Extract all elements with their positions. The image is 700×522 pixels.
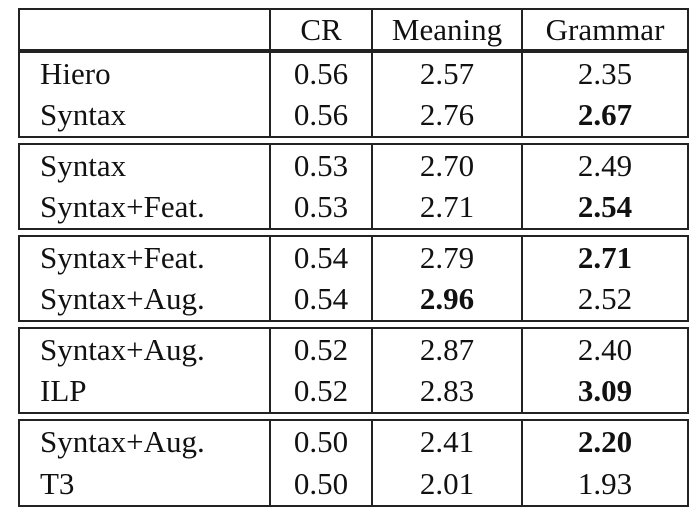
meaning-cell: 2.71 — [372, 186, 523, 228]
grammar-cell-best: 2.67 — [577, 97, 633, 133]
method-cell: Syntax+Feat. — [20, 186, 271, 228]
cr-cell: 0.54 — [270, 278, 373, 320]
method-cell: ILP — [20, 370, 271, 412]
method-cell: Hiero — [20, 53, 271, 95]
header-row: CR Meaning Grammar — [20, 10, 687, 50]
group-table: Syntax+Feat. 0.54 2.79 2.71 Syntax+Aug. … — [20, 237, 687, 320]
meaning-cell: 2.79 — [372, 237, 523, 279]
table-row: Syntax+Aug. 0.52 2.87 2.40 — [20, 329, 687, 371]
grammar-cell: 2.40 — [577, 331, 633, 367]
cr-cell: 0.52 — [270, 370, 373, 412]
cr-cell: 0.56 — [270, 53, 373, 95]
method-cell: Syntax+Aug. — [20, 329, 271, 371]
method-cell: Syntax — [20, 145, 271, 187]
header-grammar: Grammar — [545, 12, 665, 47]
cr-cell: 0.53 — [270, 145, 373, 187]
header-method — [20, 10, 271, 50]
method-cell: Syntax+Feat. — [20, 237, 271, 279]
comparison-group-5: Syntax+Aug. 0.50 2.41 2.20 T3 0.50 2.01 … — [18, 419, 689, 507]
group-table: Syntax 0.53 2.70 2.49 Syntax+Feat. 0.53 … — [20, 145, 687, 228]
meaning-cell: 2.70 — [372, 145, 523, 187]
header-cr: CR — [270, 10, 373, 50]
grammar-cell: 1.93 — [577, 466, 633, 501]
table-header-box: CR Meaning Grammar — [18, 8, 689, 51]
grammar-cell: 2.52 — [577, 281, 633, 317]
meaning-cell: 2.01 — [372, 463, 523, 505]
grammar-cell-best: 3.09 — [577, 373, 633, 409]
meaning-cell: 2.76 — [372, 94, 523, 136]
table-row: Syntax+Feat. 0.54 2.79 2.71 — [20, 237, 687, 279]
cr-cell: 0.50 — [270, 463, 373, 505]
method-cell: Syntax+Aug. — [20, 278, 271, 320]
comparison-group-3: Syntax+Feat. 0.54 2.79 2.71 Syntax+Aug. … — [18, 235, 689, 322]
method-cell: Syntax — [20, 94, 271, 136]
group-table: Syntax+Aug. 0.52 2.87 2.40 ILP 0.52 2.83… — [20, 329, 687, 412]
method-cell: Syntax+Aug. — [20, 421, 271, 463]
group-table: Syntax+Aug. 0.50 2.41 2.20 T3 0.50 2.01 … — [20, 421, 687, 505]
cr-cell: 0.53 — [270, 186, 373, 228]
grammar-cell: 2.35 — [577, 55, 633, 91]
cr-cell: 0.50 — [270, 421, 373, 463]
table-row: ILP 0.52 2.83 3.09 — [20, 370, 687, 412]
cr-cell: 0.52 — [270, 329, 373, 371]
grammar-cell-best: 2.20 — [577, 424, 633, 459]
header-meaning: Meaning — [372, 10, 523, 50]
grammar-cell-best: 2.54 — [577, 189, 633, 225]
grammar-cell: 2.49 — [577, 147, 633, 183]
group-table: Hiero 0.56 2.57 2.35 Syntax 0.56 2.76 2.… — [20, 53, 687, 136]
table-header: CR Meaning Grammar — [20, 10, 687, 50]
table-row: Syntax+Aug. 0.50 2.41 2.20 — [20, 421, 687, 463]
meaning-cell-best: 2.96 — [372, 278, 523, 320]
grammar-cell-best: 2.71 — [577, 239, 633, 275]
table-row: Syntax+Feat. 0.53 2.71 2.54 — [20, 186, 687, 228]
table-row: Syntax+Aug. 0.54 2.96 2.52 — [20, 278, 687, 320]
table-row: Hiero 0.56 2.57 2.35 — [20, 53, 687, 95]
meaning-cell: 2.83 — [372, 370, 523, 412]
table-row: T3 0.50 2.01 1.93 — [20, 463, 687, 505]
cr-cell: 0.54 — [270, 237, 373, 279]
meaning-cell: 2.41 — [372, 421, 523, 463]
method-cell: T3 — [20, 463, 271, 505]
table-row: Syntax 0.53 2.70 2.49 — [20, 145, 687, 187]
meaning-cell: 2.87 — [372, 329, 523, 371]
table-row: Syntax 0.56 2.76 2.67 — [20, 94, 687, 136]
comparison-group-1: Hiero 0.56 2.57 2.35 Syntax 0.56 2.76 2.… — [18, 51, 689, 138]
cr-cell: 0.56 — [270, 94, 373, 136]
meaning-cell: 2.57 — [372, 53, 523, 95]
comparison-group-2: Syntax 0.53 2.70 2.49 Syntax+Feat. 0.53 … — [18, 143, 689, 230]
comparison-group-4: Syntax+Aug. 0.52 2.87 2.40 ILP 0.52 2.83… — [18, 327, 689, 414]
